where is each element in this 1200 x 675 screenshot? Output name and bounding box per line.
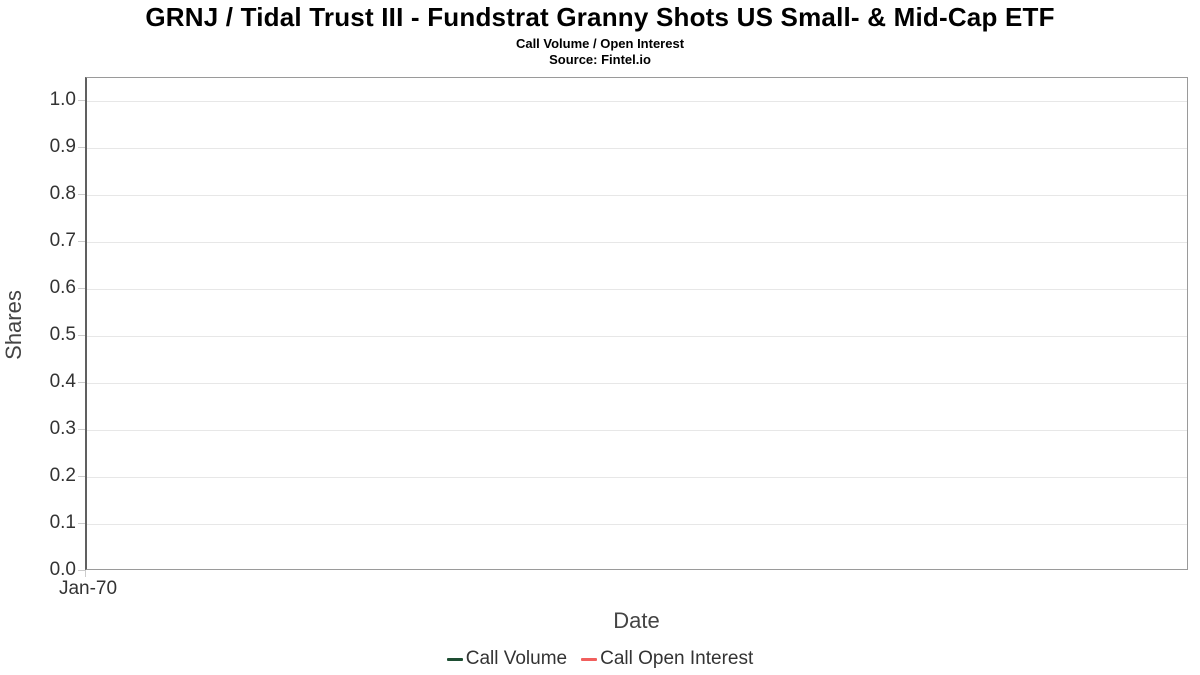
legend-label: Call Volume	[465, 648, 568, 669]
y-tick-mark	[78, 100, 85, 101]
y-tick-label: 0.6	[49, 277, 76, 298]
y-tick-label: 0.7	[49, 230, 76, 251]
y-tick-mark	[78, 194, 85, 195]
y-tick-label: 0.2	[49, 465, 76, 486]
y-tick-label: 0.9	[49, 136, 76, 157]
gridline	[87, 383, 1187, 384]
gridline	[87, 336, 1187, 337]
y-tick-mark	[78, 382, 85, 383]
y-tick-label: 0.8	[49, 183, 76, 204]
legend: Call Volume Call Open Interest	[0, 648, 1200, 670]
y-tick-label: 1.0	[49, 89, 76, 110]
call-open-interest-line-swatch-icon	[581, 657, 598, 661]
y-tick-label: 0.3	[49, 418, 76, 439]
gridline	[87, 195, 1187, 196]
gridline	[87, 148, 1187, 149]
y-tick-label: 0.5	[49, 324, 76, 345]
x-tick-mark	[85, 570, 86, 577]
gridline	[87, 242, 1187, 243]
x-tick-label: Jan-70	[58, 578, 118, 599]
y-tick-mark	[78, 429, 85, 430]
gridline	[87, 430, 1187, 431]
legend-label: Call Open Interest	[600, 648, 754, 669]
y-tick-mark	[78, 288, 85, 289]
gridline	[87, 524, 1187, 525]
chart-source-label: Source: Fintel.io	[549, 52, 651, 67]
y-tick-label: 0.0	[49, 559, 76, 580]
call-volume-line-swatch-icon	[446, 657, 463, 661]
y-tick-mark	[78, 523, 85, 524]
y-tick-mark	[78, 570, 85, 571]
gridline	[87, 477, 1187, 478]
plot-area	[85, 77, 1188, 570]
y-tick-label: 0.1	[49, 512, 76, 533]
chart-subtitle: Call Volume / Open Interest	[515, 36, 685, 51]
y-tick-mark	[78, 241, 85, 242]
x-axis-title: Date	[613, 608, 660, 633]
legend-item-call-volume[interactable]: Call Volume	[446, 648, 568, 670]
y-tick-mark	[78, 147, 85, 148]
gridline	[87, 101, 1187, 102]
y-tick-mark	[78, 335, 85, 336]
gridline	[87, 289, 1187, 290]
y-tick-mark	[78, 476, 85, 477]
chart-title: GRNJ / Tidal Trust III - Fundstrat Grann…	[145, 2, 1055, 32]
legend-item-call-open-interest[interactable]: Call Open Interest	[581, 648, 753, 670]
y-tick-label: 0.4	[49, 371, 76, 392]
